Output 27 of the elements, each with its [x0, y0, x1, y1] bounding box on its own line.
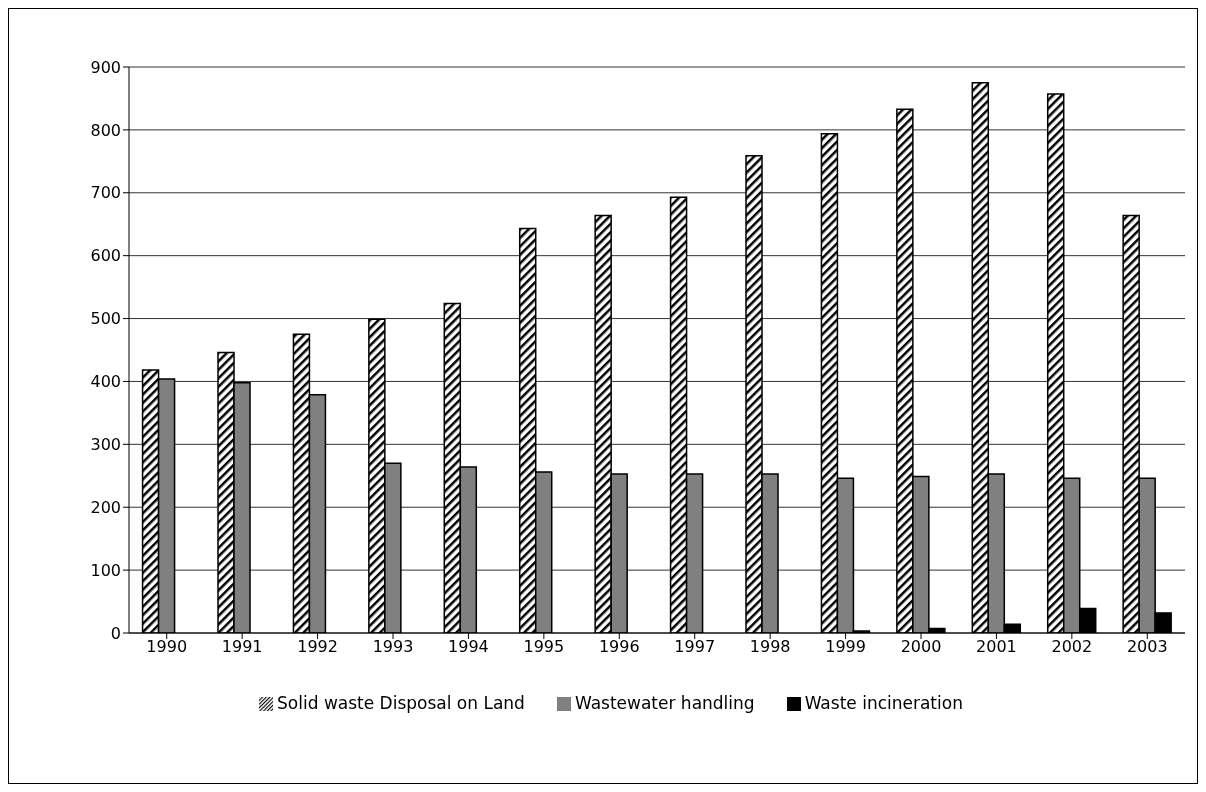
- y-tick-label: 800: [90, 120, 121, 140]
- x-tick-label: 1997: [674, 637, 716, 657]
- legend-label: Waste incineration: [804, 693, 963, 713]
- x-tick-label: 1991: [221, 637, 263, 657]
- x-tick-label: 2003: [1126, 637, 1168, 657]
- legend-label: Wastewater handling: [574, 693, 755, 713]
- y-tick-label: 900: [90, 57, 121, 77]
- y-tick-label: 100: [90, 560, 121, 580]
- x-tick-label: 1990: [146, 637, 188, 657]
- legend-label: Solid waste Disposal on Land: [277, 693, 525, 713]
- x-tick-label: 1996: [598, 637, 640, 657]
- x-tick-label: 1995: [523, 637, 565, 657]
- x-tick-label: 1999: [825, 637, 866, 657]
- y-tick-label: 300: [90, 435, 121, 455]
- x-tick-label: 2001: [976, 637, 1017, 657]
- y-tick-label: 0: [110, 623, 121, 643]
- y-tick-label: 400: [90, 372, 121, 392]
- x-tick-label: 1994: [448, 637, 489, 657]
- x-tick-label: 1992: [297, 637, 338, 657]
- y-tick-label: 500: [90, 309, 121, 329]
- x-tick-label: 2002: [1051, 637, 1093, 657]
- y-tick-label: 600: [90, 246, 121, 266]
- x-tick-label: 2000: [900, 637, 942, 657]
- y-tick-label: 200: [90, 497, 121, 517]
- y-tick-label: 700: [90, 183, 121, 203]
- x-tick-label: 1998: [749, 637, 791, 657]
- x-tick-label: 1993: [372, 637, 414, 657]
